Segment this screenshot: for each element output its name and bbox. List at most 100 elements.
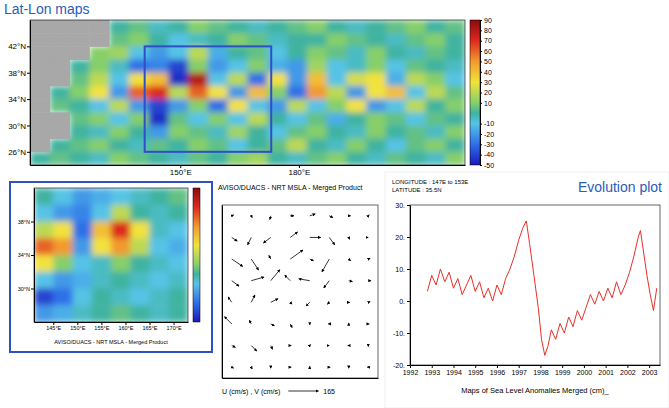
cell bbox=[406, 139, 426, 153]
tick-label: 155°E bbox=[94, 325, 109, 331]
cell bbox=[366, 125, 386, 139]
cell bbox=[111, 188, 131, 205]
cell bbox=[34, 305, 54, 322]
tick-label: 26°N bbox=[8, 148, 26, 157]
land-cells bbox=[30, 20, 110, 152]
vector bbox=[327, 302, 329, 304]
vector bbox=[310, 237, 321, 238]
cell bbox=[92, 238, 112, 255]
tick-label: 34°N bbox=[8, 95, 26, 104]
plot-frame bbox=[410, 205, 660, 365]
cell bbox=[129, 99, 149, 113]
tick: 150°E bbox=[70, 322, 85, 331]
cell bbox=[287, 139, 307, 153]
cell bbox=[267, 152, 287, 165]
cell bbox=[130, 205, 150, 222]
vector bbox=[290, 250, 303, 259]
axis-line bbox=[410, 206, 411, 366]
cell bbox=[92, 255, 112, 272]
tick-label: 40 bbox=[484, 69, 492, 76]
cell bbox=[53, 289, 73, 306]
cell bbox=[425, 20, 445, 34]
vector bbox=[249, 320, 251, 324]
cell bbox=[168, 20, 188, 34]
cell bbox=[168, 60, 188, 74]
tick: 1996 bbox=[490, 365, 506, 376]
vector bbox=[290, 232, 297, 237]
cell bbox=[406, 60, 426, 74]
tick: 20. bbox=[395, 234, 410, 241]
cell bbox=[406, 125, 426, 139]
y-axis bbox=[222, 206, 223, 379]
cell bbox=[248, 73, 268, 87]
cell bbox=[149, 125, 169, 139]
x-axis: 145°E150°E155°E160°E165°E170°E bbox=[35, 322, 189, 331]
vector bbox=[309, 323, 310, 325]
cell bbox=[53, 238, 73, 255]
tick: 180°E bbox=[288, 165, 310, 177]
cell bbox=[34, 222, 54, 239]
cell bbox=[346, 99, 366, 113]
cell bbox=[287, 99, 307, 113]
cell bbox=[208, 46, 228, 60]
cell bbox=[425, 86, 445, 100]
vector bbox=[348, 237, 350, 239]
cell bbox=[188, 20, 208, 34]
cell bbox=[50, 139, 70, 153]
cell bbox=[168, 99, 188, 113]
vector bbox=[329, 367, 331, 368]
tick: 2003 bbox=[642, 365, 658, 376]
vector bbox=[348, 323, 349, 325]
tick: 1994 bbox=[446, 365, 462, 376]
tick-label: 42°N bbox=[8, 42, 26, 51]
land bbox=[50, 46, 70, 60]
cell bbox=[208, 86, 228, 100]
tick-label: 30. bbox=[395, 202, 405, 209]
cell bbox=[92, 222, 112, 239]
cell bbox=[73, 272, 93, 289]
cell bbox=[267, 20, 287, 34]
cell bbox=[425, 33, 445, 47]
cell bbox=[346, 139, 366, 153]
cell bbox=[169, 272, 188, 289]
y-axis: 30°N34°N38°N bbox=[18, 189, 35, 323]
axis-line bbox=[34, 189, 35, 323]
cell bbox=[150, 205, 170, 222]
cell bbox=[346, 112, 366, 126]
cell bbox=[188, 33, 208, 47]
cell bbox=[386, 112, 406, 126]
cell bbox=[109, 152, 129, 165]
plot-area bbox=[30, 20, 465, 165]
vector bbox=[263, 237, 270, 242]
colorbar bbox=[470, 20, 480, 165]
cell bbox=[50, 152, 70, 165]
cell bbox=[89, 86, 109, 100]
tick-label: -20 bbox=[484, 131, 494, 138]
tick-label: 30°N bbox=[8, 122, 26, 131]
cell bbox=[111, 272, 131, 289]
plot-frame bbox=[34, 188, 188, 322]
cell bbox=[111, 222, 131, 239]
cell bbox=[208, 99, 228, 113]
land bbox=[50, 20, 70, 34]
cell bbox=[70, 86, 90, 100]
cell bbox=[150, 188, 170, 205]
tick-mark bbox=[627, 365, 628, 368]
cell bbox=[307, 20, 327, 34]
land bbox=[30, 112, 50, 126]
cell bbox=[92, 188, 112, 205]
tick: 20 bbox=[480, 89, 492, 96]
land bbox=[30, 46, 50, 60]
vector bbox=[349, 259, 351, 261]
vector bbox=[248, 237, 252, 244]
cell bbox=[168, 86, 188, 100]
cell bbox=[445, 73, 465, 87]
cell bbox=[228, 86, 248, 100]
tick: 40 bbox=[480, 69, 492, 76]
cell bbox=[70, 152, 90, 165]
cell bbox=[70, 112, 90, 126]
cell bbox=[89, 125, 109, 139]
tick-label: 60 bbox=[484, 48, 492, 55]
reference-arrow bbox=[288, 391, 318, 392]
vector bbox=[228, 297, 232, 302]
